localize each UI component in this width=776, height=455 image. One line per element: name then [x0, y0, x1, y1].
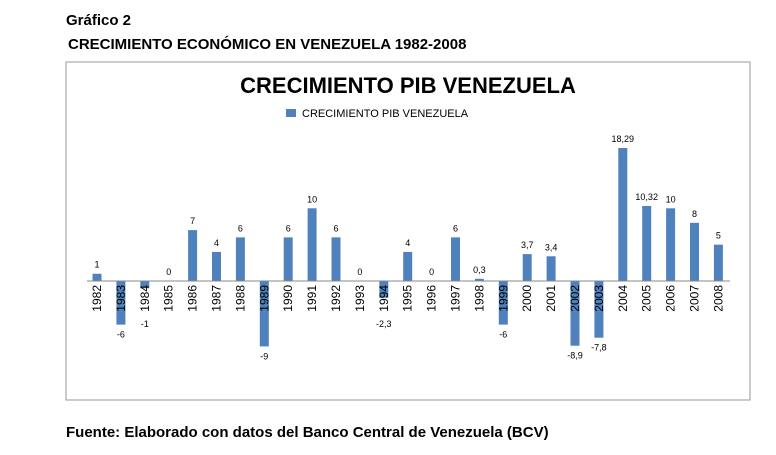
- data-label-1994: -2,3: [376, 319, 392, 329]
- figure-label: Gráfico 2: [66, 12, 132, 29]
- bar-1992: [331, 237, 341, 281]
- x-tick-1991: 1991: [305, 285, 319, 312]
- bar-1995: [403, 251, 413, 281]
- bar-2000: [522, 254, 532, 281]
- data-label-1999: -6: [499, 330, 507, 340]
- data-label-2001: 3,4: [545, 242, 558, 252]
- legend-swatch: [286, 109, 296, 117]
- data-label-1985: 0: [166, 267, 171, 277]
- bar-2007: [690, 222, 699, 281]
- x-tick-1994: 1994: [377, 285, 391, 312]
- bar-2001: [546, 256, 556, 281]
- x-tick-1999: 1999: [496, 285, 510, 312]
- data-label-2004: 18,29: [612, 134, 635, 144]
- bar-1991: [307, 208, 317, 281]
- data-label-2003: -7,8: [591, 343, 607, 353]
- x-tick-2004: 2004: [616, 285, 630, 312]
- x-tick-1993: 1993: [353, 285, 367, 312]
- legend-label: CRECIMIENTO PIB VENEZUELA: [302, 108, 469, 120]
- data-label-1996: 0: [429, 267, 434, 277]
- data-label-1997: 6: [453, 223, 458, 233]
- bar-1998: [474, 278, 484, 281]
- x-tick-1997: 1997: [449, 285, 463, 312]
- data-label-1991: 10: [307, 194, 317, 204]
- data-label-2000: 3,7: [521, 240, 534, 250]
- data-label-2002: -8,9: [567, 351, 583, 361]
- data-label-1990: 6: [286, 223, 291, 233]
- data-label-1984: -1: [141, 319, 149, 329]
- chart-title: CRECIMIENTO PIB VENEZUELA: [240, 73, 576, 98]
- figure-subtitle: CRECIMIENTO ECONÓMICO EN VENEZUELA 1982-…: [68, 36, 467, 53]
- bar-1984: [140, 281, 150, 289]
- data-label-1982: 1: [94, 260, 99, 270]
- data-label-2008: 5: [716, 231, 721, 241]
- data-label-1998: 0,3: [473, 265, 486, 275]
- bar-2005: [642, 205, 652, 281]
- bar-1997: [451, 237, 460, 281]
- x-tick-1984: 1984: [138, 285, 152, 312]
- bar-1987: [212, 251, 221, 281]
- x-tick-2008: 2008: [711, 285, 725, 312]
- x-tick-1992: 1992: [329, 285, 343, 312]
- bar-2003: [594, 281, 604, 338]
- x-tick-1986: 1986: [186, 285, 200, 312]
- x-tick-1989: 1989: [257, 285, 271, 312]
- x-tick-1987: 1987: [210, 285, 224, 312]
- bar-2006: [666, 208, 676, 281]
- x-tick-1995: 1995: [401, 285, 415, 312]
- data-label-1995: 4: [405, 238, 410, 248]
- x-tick-1990: 1990: [281, 285, 295, 312]
- bar-2002: [570, 281, 580, 346]
- data-label-2007: 8: [692, 209, 697, 219]
- bar-1989: [259, 281, 269, 347]
- data-label-1986: 7: [190, 216, 195, 226]
- bar-1983: [116, 281, 126, 325]
- source-note: Fuente: Elaborado con datos del Banco Ce…: [66, 424, 549, 441]
- bar-2004: [618, 148, 628, 281]
- x-tick-1985: 1985: [162, 285, 176, 312]
- x-tick-1988: 1988: [233, 285, 247, 312]
- x-tick-2007: 2007: [688, 285, 702, 312]
- data-label-1993: 0: [357, 267, 362, 277]
- chart-frame: [65, 61, 751, 401]
- x-tick-1998: 1998: [472, 285, 486, 312]
- bar-1994: [379, 281, 389, 298]
- data-label-1987: 4: [214, 238, 219, 248]
- bar-1986: [188, 230, 198, 281]
- x-tick-1983: 1983: [114, 285, 128, 312]
- bar-1982: [92, 273, 102, 281]
- bar-2008: [713, 244, 723, 281]
- bar-1990: [283, 237, 293, 281]
- data-label-2006: 10: [666, 194, 676, 204]
- x-tick-1996: 1996: [425, 285, 439, 312]
- data-label-2005: 10,32: [635, 192, 658, 202]
- data-label-1988: 6: [238, 223, 243, 233]
- x-tick-2003: 2003: [592, 285, 606, 312]
- x-tick-2001: 2001: [544, 285, 558, 312]
- data-label-1983: -6: [117, 330, 125, 340]
- x-tick-2000: 2000: [520, 285, 534, 312]
- data-label-1989: -9: [260, 351, 268, 361]
- bar-1988: [235, 237, 245, 281]
- data-label-1992: 6: [333, 223, 338, 233]
- bar-1999: [498, 281, 508, 325]
- x-tick-2005: 2005: [640, 285, 654, 312]
- x-tick-1982: 1982: [90, 285, 104, 312]
- x-tick-2002: 2002: [568, 285, 582, 312]
- x-tick-2006: 2006: [664, 285, 678, 312]
